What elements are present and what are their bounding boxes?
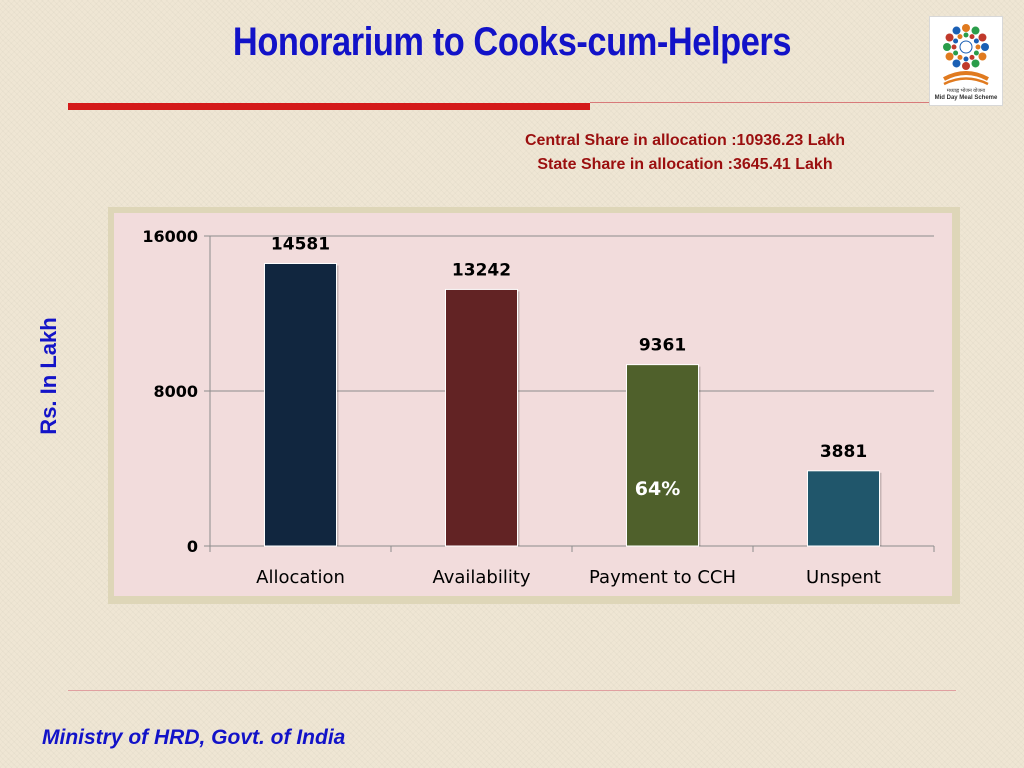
footer-text: Ministry of HRD, Govt. of India: [42, 726, 346, 749]
bar: [807, 470, 880, 547]
bar-chart: 0 8000 16000 14581 Allocation 13242 Availabili…: [142, 227, 935, 588]
logo-caption: Mid Day Meal Scheme: [934, 95, 998, 101]
footer-rule: [68, 690, 956, 691]
slide-title: Honorarium to Cooks-cum-Helpers: [232, 20, 792, 64]
bar: [626, 364, 699, 547]
title-underline-red: [68, 103, 590, 110]
y-tick-label: 0: [187, 537, 198, 556]
category-label: Availability: [432, 567, 530, 588]
category-label: Unspent: [806, 567, 881, 588]
chart-frame: 0 8000 16000 14581 Allocation 13242 Availabili…: [108, 207, 960, 604]
data-label: 13242: [452, 260, 511, 280]
percent-annotation: 64%: [635, 478, 680, 500]
category-label: Allocation: [256, 567, 345, 588]
data-label: 9361: [639, 336, 686, 356]
mid-day-meal-logo: मध्याह्न भोजन योजना Mid Day Meal Scheme: [929, 16, 1003, 106]
y-tick-label: 16000: [142, 227, 198, 246]
bar: [264, 262, 337, 547]
bar: [445, 288, 518, 547]
category-label: Payment to CCH: [589, 567, 736, 588]
data-label: 14581: [271, 234, 330, 254]
y-axis-title: Rs. In Lakh: [36, 317, 61, 435]
y-tick-label: 8000: [153, 382, 198, 401]
logo-caption-hindi: मध्याह्न भोजन योजना: [946, 88, 986, 94]
central-share-text: Central Share in allocation :10936.23 La…: [524, 132, 846, 149]
state-share-text: State Share in allocation :3645.41 Lakh: [537, 156, 833, 173]
logo-emblem-icon: [943, 24, 989, 86]
chart-plot-area: 0 8000 16000 14581 Allocation 13242 Availabili…: [114, 213, 952, 596]
data-label: 3881: [820, 442, 867, 462]
title-underline-thin: [590, 102, 940, 103]
